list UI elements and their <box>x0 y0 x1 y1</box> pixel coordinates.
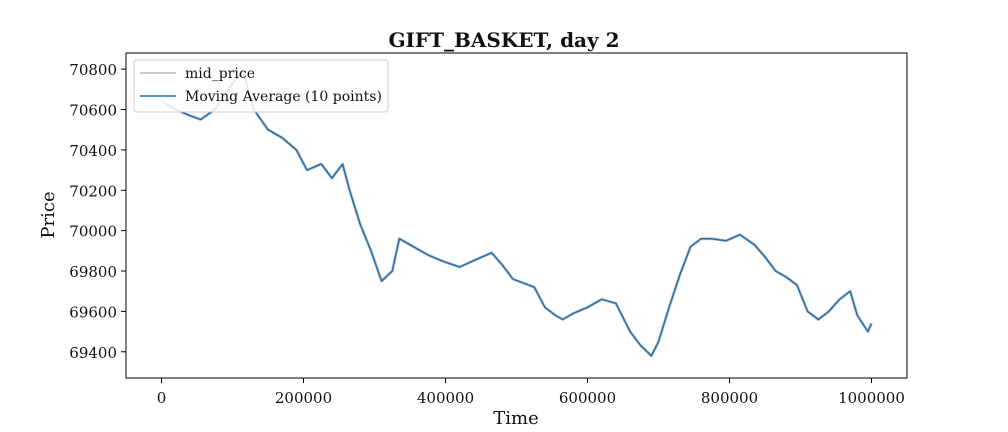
x-tick-label: 400000 <box>417 389 474 407</box>
x-tick-label: 1000000 <box>838 389 905 407</box>
y-axis: 69400 69600 69800 70000 70200 70400 70600 70800 <box>69 61 126 362</box>
x-axis: 0 200000 400000 600000 800000 1000000 <box>157 378 905 407</box>
y-tick-label: 69600 <box>69 303 117 321</box>
y-tick-label: 70200 <box>69 182 117 200</box>
y-tick-label: 70800 <box>69 61 117 79</box>
legend-label-mid-price: mid_price <box>185 66 255 82</box>
y-tick-label: 70000 <box>69 223 117 241</box>
y-axis-label: Price <box>38 191 59 238</box>
y-tick-label: 69800 <box>69 263 117 281</box>
x-tick-label: 200000 <box>275 389 332 407</box>
x-tick-label: 800000 <box>701 389 758 407</box>
chart-title: GIFT_BASKET, day 2 <box>388 28 619 52</box>
y-tick-label: 70400 <box>69 142 117 160</box>
legend-label-moving-average: Moving Average (10 points) <box>185 89 382 105</box>
legend: mid_price Moving Average (10 points) <box>133 59 389 113</box>
y-tick-label: 70600 <box>69 102 117 120</box>
y-tick-label: 69400 <box>69 344 117 362</box>
series-layer <box>160 69 873 358</box>
x-tick-label: 600000 <box>559 389 616 407</box>
legend-box <box>133 59 389 113</box>
series-line-moving-average <box>161 70 873 357</box>
x-tick-label: 0 <box>157 389 167 407</box>
x-axis-label: Time <box>493 408 538 429</box>
plot-frame <box>125 52 908 379</box>
